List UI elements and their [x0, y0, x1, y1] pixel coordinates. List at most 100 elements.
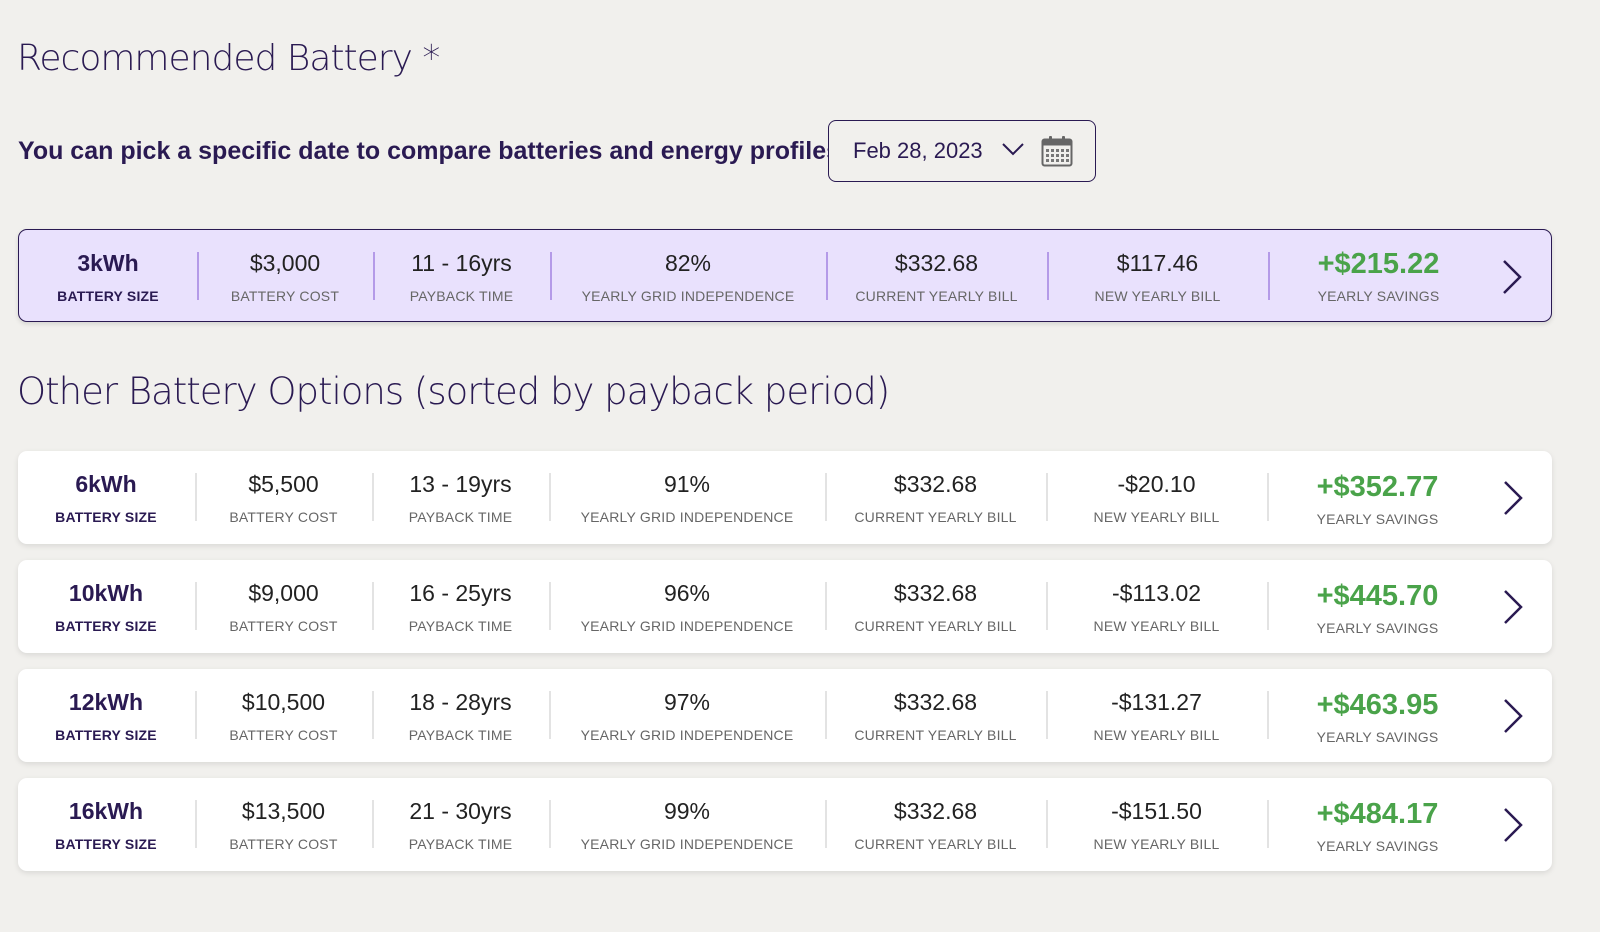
- page-title: Recommended Battery *: [17, 38, 440, 79]
- current-bill-label: CURRENT YEARLY BILL: [855, 288, 1018, 304]
- new-bill-value: $117.46: [1116, 250, 1199, 276]
- battery-option-card[interactable]: 10kWh BATTERY SIZE $9,000 BATTERY COST 1…: [18, 560, 1552, 653]
- battery-option-card[interactable]: 16kWh BATTERY SIZE $13,500 BATTERY COST …: [18, 778, 1552, 871]
- grid-independence-label: YEARLY GRID INDEPENDENCE: [580, 727, 794, 743]
- battery-option-card[interactable]: 12kWh BATTERY SIZE $10,500 BATTERY COST …: [18, 669, 1552, 762]
- divider: [373, 252, 375, 300]
- battery-size-cell: 16kWh BATTERY SIZE: [18, 778, 194, 871]
- battery-option-card[interactable]: 6kWh BATTERY SIZE $5,500 BATTERY COST 13…: [18, 451, 1552, 544]
- new-bill-value: -$113.02: [1111, 580, 1202, 606]
- chevron-right-icon[interactable]: [1502, 480, 1524, 516]
- battery-cost-value: $9,000: [248, 580, 319, 606]
- payback-time-label: PAYBACK TIME: [408, 618, 513, 634]
- new-bill-label: NEW YEARLY BILL: [1093, 618, 1220, 634]
- new-bill-label: NEW YEARLY BILL: [1093, 727, 1220, 743]
- divider: [1268, 252, 1270, 300]
- yearly-savings-cell: +$463.95 YEARLY SAVINGS: [1267, 669, 1488, 762]
- battery-cost-label: BATTERY COST: [229, 509, 338, 525]
- divider: [1046, 473, 1048, 521]
- divider: [372, 473, 374, 521]
- payback-time-label: PAYBACK TIME: [408, 727, 513, 743]
- grid-independence-value: 96%: [663, 580, 711, 606]
- payback-time-cell: 21 - 30yrs PAYBACK TIME: [372, 778, 549, 871]
- divider: [372, 800, 374, 848]
- grid-independence-label: YEARLY GRID INDEPENDENCE: [581, 288, 795, 304]
- grid-independence-cell: 99% YEARLY GRID INDEPENDENCE: [549, 778, 825, 871]
- payback-time-value: 21 - 30yrs: [409, 798, 512, 824]
- battery-cost-cell: $10,500 BATTERY COST: [195, 669, 372, 762]
- date-picker[interactable]: Feb 28, 2023: [828, 120, 1096, 182]
- battery-size-label: BATTERY SIZE: [55, 509, 157, 525]
- divider: [549, 582, 551, 630]
- battery-size-label: BATTERY SIZE: [55, 727, 157, 743]
- current-bill-cell: $332.68 CURRENT YEARLY BILL: [825, 451, 1046, 544]
- yearly-savings-label: YEARLY SAVINGS: [1317, 288, 1440, 304]
- new-bill-cell: -$113.02 NEW YEARLY BILL: [1046, 560, 1267, 653]
- battery-cost-cell: $3,000 BATTERY COST: [197, 230, 373, 321]
- yearly-savings-cell: +$484.17 YEARLY SAVINGS: [1267, 778, 1488, 871]
- divider: [1046, 582, 1048, 630]
- chevron-right-icon[interactable]: [1502, 589, 1524, 625]
- battery-cost-value: $10,500: [241, 689, 326, 715]
- grid-independence-cell: 97% YEARLY GRID INDEPENDENCE: [549, 669, 825, 762]
- payback-time-value: 16 - 25yrs: [409, 580, 512, 606]
- grid-independence-value: 82%: [664, 250, 712, 276]
- battery-cost-cell: $5,500 BATTERY COST: [195, 451, 372, 544]
- payback-time-label: PAYBACK TIME: [408, 836, 513, 852]
- battery-size-cell: 3kWh BATTERY SIZE: [19, 230, 197, 321]
- divider: [826, 252, 828, 300]
- chevron-right-icon[interactable]: [1502, 698, 1524, 734]
- chevron-down-icon[interactable]: [1001, 141, 1025, 157]
- payback-time-cell: 18 - 28yrs PAYBACK TIME: [372, 669, 549, 762]
- divider: [197, 252, 199, 300]
- new-bill-cell: $117.46 NEW YEARLY BILL: [1047, 230, 1268, 321]
- battery-size-label: BATTERY SIZE: [57, 288, 159, 304]
- current-bill-value: $332.68: [894, 250, 979, 276]
- battery-cost-cell: $9,000 BATTERY COST: [195, 560, 372, 653]
- recommended-battery-card[interactable]: 3kWh BATTERY SIZE $3,000 BATTERY COST 11…: [18, 229, 1552, 322]
- grid-independence-value: 99%: [663, 798, 711, 824]
- payback-time-value: 11 - 16yrs: [411, 250, 512, 276]
- battery-cost-value: $13,500: [241, 798, 326, 824]
- new-bill-cell: -$131.27 NEW YEARLY BILL: [1046, 669, 1267, 762]
- divider: [825, 473, 827, 521]
- divider: [372, 691, 374, 739]
- divider: [825, 800, 827, 848]
- divider: [549, 800, 551, 848]
- battery-size-value: 12kWh: [68, 689, 144, 715]
- chevron-right-icon[interactable]: [1502, 807, 1524, 843]
- date-prompt: You can pick a specific date to compare …: [18, 136, 849, 165]
- battery-cost-value: $3,000: [249, 250, 321, 276]
- payback-time-cell: 13 - 19yrs PAYBACK TIME: [372, 451, 549, 544]
- battery-cost-label: BATTERY COST: [229, 618, 338, 634]
- divider: [195, 582, 197, 630]
- battery-size-cell: 12kWh BATTERY SIZE: [18, 669, 194, 762]
- grid-independence-label: YEARLY GRID INDEPENDENCE: [580, 509, 794, 525]
- yearly-savings-value: +$215.22: [1317, 248, 1440, 280]
- battery-size-cell: 6kWh BATTERY SIZE: [18, 451, 194, 544]
- battery-size-value: 10kWh: [68, 580, 144, 606]
- payback-time-cell: 16 - 25yrs PAYBACK TIME: [372, 560, 549, 653]
- divider: [195, 800, 197, 848]
- divider: [825, 582, 827, 630]
- payback-time-label: PAYBACK TIME: [409, 288, 514, 304]
- date-value: Feb 28, 2023: [853, 138, 983, 163]
- battery-size-value: 6kWh: [75, 471, 137, 497]
- grid-independence-value: 91%: [663, 471, 711, 497]
- grid-independence-label: YEARLY GRID INDEPENDENCE: [580, 618, 794, 634]
- calendar-icon[interactable]: [1041, 135, 1073, 167]
- date-prompt-row: You can pick a specific date to compare …: [18, 120, 848, 182]
- yearly-savings-label: YEARLY SAVINGS: [1316, 838, 1439, 854]
- divider: [825, 691, 827, 739]
- yearly-savings-value: +$445.70: [1316, 580, 1439, 612]
- yearly-savings-cell: +$352.77 YEARLY SAVINGS: [1267, 451, 1488, 544]
- chevron-right-icon[interactable]: [1501, 259, 1523, 295]
- new-bill-label: NEW YEARLY BILL: [1094, 288, 1221, 304]
- grid-independence-label: YEARLY GRID INDEPENDENCE: [580, 836, 794, 852]
- divider: [195, 473, 197, 521]
- battery-size-value: 16kWh: [68, 798, 144, 824]
- other-options-title: Other Battery Options (sorted by payback…: [17, 370, 890, 413]
- divider: [1046, 691, 1048, 739]
- divider: [372, 582, 374, 630]
- payback-time-value: 18 - 28yrs: [409, 689, 512, 715]
